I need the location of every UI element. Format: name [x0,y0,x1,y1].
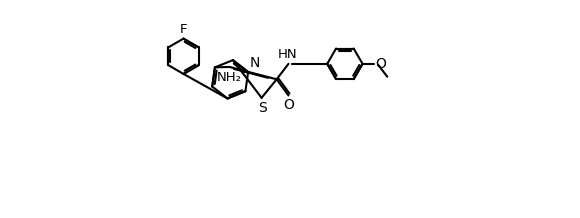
Text: S: S [258,101,266,115]
Text: N: N [249,56,260,70]
Text: O: O [284,98,295,112]
Text: F: F [180,23,187,36]
Text: NH₂: NH₂ [217,71,242,84]
Text: O: O [375,57,386,71]
Text: HN: HN [278,48,297,61]
